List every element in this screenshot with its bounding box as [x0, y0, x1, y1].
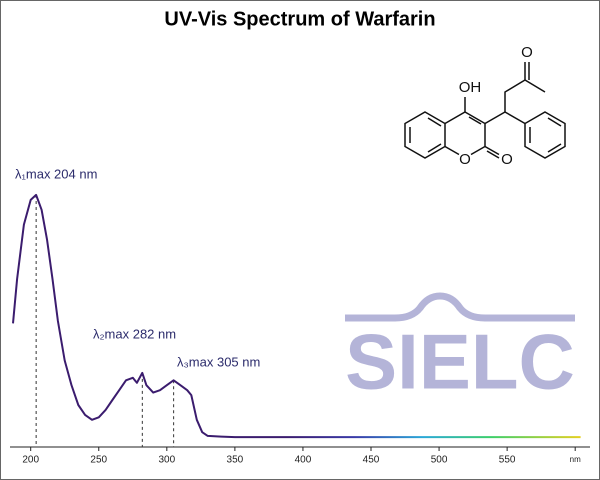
chart-title: UV-Vis Spectrum of Warfarin: [164, 8, 435, 30]
x-tick-label: 500: [431, 455, 448, 466]
x-tick-label: 300: [158, 455, 175, 466]
peak-label: λ₂max 282 nm: [93, 326, 176, 341]
atom-label: O: [521, 44, 533, 61]
x-tick-label: nm: [570, 455, 581, 464]
x-tick-label: 550: [499, 455, 516, 466]
x-tick-label: 350: [227, 455, 244, 466]
structure: [404, 62, 566, 159]
atom-labels: OH O O O: [459, 44, 533, 168]
x-tick-label: 250: [90, 455, 107, 466]
x-tick-label: 200: [22, 455, 39, 466]
atom-label: O: [459, 151, 471, 168]
x-tick-label: 450: [363, 455, 380, 466]
spectrum-line: [12, 193, 581, 439]
peak-label: λ₃max 305 nm: [177, 354, 260, 369]
atom-label: OH: [459, 79, 482, 96]
watermark-logo: SIELC: [345, 292, 575, 406]
atom-label: O: [501, 151, 513, 168]
logo-text: SIELC: [345, 318, 575, 406]
logo-wave: [345, 292, 575, 322]
peak-label: λ₁max 204 nm: [15, 166, 97, 181]
x-tick-label: 400: [295, 455, 312, 466]
